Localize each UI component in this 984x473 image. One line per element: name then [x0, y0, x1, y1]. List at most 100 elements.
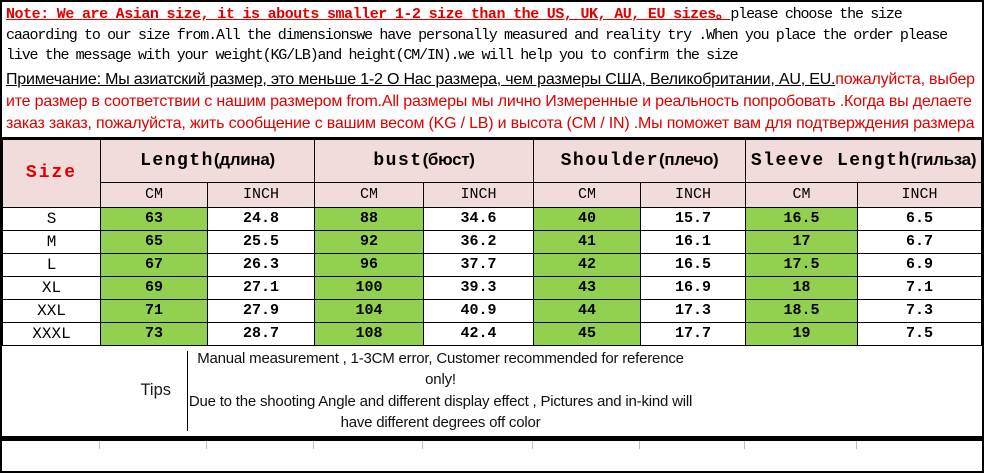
cm-value-cell: 44: [533, 298, 642, 323]
bottom-grid-strip: [2, 440, 982, 449]
size-cell: XXL: [2, 298, 101, 323]
grid-tick: [533, 440, 640, 449]
grid-tick: [745, 440, 857, 449]
inch-value-cell: 25.5: [207, 229, 315, 254]
sleeve-label-ru: (гильза): [910, 150, 977, 169]
length-label-ru: (длина): [213, 150, 275, 169]
shoulder-label-ru: (плечо): [659, 150, 719, 169]
cm-value-cell: 108: [314, 321, 424, 346]
size-cell: XL: [2, 275, 101, 300]
size-table-row: M 65 25.5 92 36.2 41 16.1 17 6.7: [2, 229, 982, 254]
size-table-row: L 67 26.3 96 37.7 42 16.5 17.5 6.9: [2, 252, 982, 277]
length-inch-header: INCH: [207, 181, 315, 208]
size-table-row: XL 69 27.1 100 39.3 43 16.9 18 7.1: [2, 275, 982, 300]
shoulder-label-en: Shoulder: [560, 151, 660, 171]
inch-value-cell: 40.9: [422, 298, 535, 323]
note-russian: Примечание: Мы азиатский размер, это мен…: [6, 69, 978, 135]
cm-value-cell: 96: [314, 252, 424, 277]
cm-value-cell: 100: [314, 275, 424, 300]
inch-value-cell: 34.6: [422, 206, 535, 231]
tips-divider: [187, 350, 188, 431]
inch-value-cell: 6.7: [857, 229, 982, 254]
cm-value-cell: 19: [745, 321, 859, 346]
shoulder-column-header: Shoulder(плечо): [533, 138, 747, 183]
length-cm-header: CM: [100, 181, 208, 208]
bust-inch-header: INCH: [422, 181, 535, 208]
inch-value-cell: 39.3: [422, 275, 535, 300]
bust-label-ru: (бюст): [422, 150, 475, 169]
note-russian-heading: Примечание: Мы азиатский размер, это мен…: [6, 70, 836, 88]
tips-line-1: Manual measurement , 1-3CM error, Custom…: [197, 349, 684, 389]
length-column-header: Length(длина): [100, 138, 315, 183]
tips-row: Tips Manual measurement , 1-3CM error, C…: [2, 345, 982, 436]
inch-value-cell: 15.7: [640, 206, 747, 231]
grid-tick: [640, 440, 745, 449]
size-column-header: Size: [2, 138, 101, 208]
cm-value-cell: 63: [100, 206, 208, 231]
size-cell: XXXL: [2, 321, 101, 346]
inch-value-cell: 16.1: [640, 229, 747, 254]
shoulder-inch-header: INCH: [640, 181, 747, 208]
cm-value-cell: 73: [100, 321, 208, 346]
size-cell: M: [2, 229, 101, 254]
cm-value-cell: 65: [100, 229, 208, 254]
cm-value-cell: 88: [314, 206, 424, 231]
cm-value-cell: 17.5: [745, 252, 859, 277]
table-unit-row: CM INCH CM INCH CM INCH CM INCH: [3, 181, 982, 208]
inch-value-cell: 6.5: [857, 206, 982, 231]
cm-value-cell: 67: [100, 252, 208, 277]
tips-line-2: Due to the shooting Angle and different …: [188, 392, 693, 432]
cm-value-cell: 17: [745, 229, 859, 254]
tips-label: Tips: [140, 381, 171, 399]
size-table-row: S 63 24.8 88 34.6 40 15.7 16.5 6.5: [2, 206, 982, 231]
inch-value-cell: 42.4: [422, 321, 535, 346]
inch-value-cell: 26.3: [207, 252, 315, 277]
table-header-row: Size Length(длина) bust(бюст) Shoulder(п…: [2, 138, 982, 208]
grid-tick: [100, 440, 207, 449]
size-table-box: Size Length(длина) bust(бюст) Shoulder(п…: [2, 136, 982, 441]
inch-value-cell: 36.2: [422, 229, 535, 254]
note-english-highlight: Note: We are Asian size, it is abouts sm…: [6, 6, 731, 23]
inch-value-cell: 7.5: [857, 321, 982, 346]
tips-content: Manual measurement , 1-3CM error, Custom…: [188, 346, 693, 436]
inch-value-cell: 24.8: [207, 206, 315, 231]
inch-value-cell: 16.5: [640, 252, 747, 277]
note-english-body: please choose the size caaording to our …: [6, 6, 948, 64]
size-cell: L: [2, 252, 101, 277]
cm-value-cell: 41: [533, 229, 642, 254]
inch-value-cell: 6.9: [857, 252, 982, 277]
inch-value-cell: 37.7: [422, 252, 535, 277]
note-russian-body: пожалуйста, выберите размер в соответств…: [6, 70, 975, 132]
cm-value-cell: 104: [314, 298, 424, 323]
inch-value-cell: 7.1: [857, 275, 982, 300]
cm-value-cell: 18: [745, 275, 859, 300]
cm-value-cell: 16.5: [745, 206, 859, 231]
sleeve-cm-header: CM: [745, 181, 859, 208]
grid-tick: [423, 440, 533, 449]
cm-value-cell: 43: [533, 275, 642, 300]
bust-column-header: bust(бюст): [313, 138, 535, 183]
size-table-row: XXXL 73 28.7 108 42.4 45 17.7 19 7.5: [2, 321, 982, 346]
grid-tick: [2, 440, 100, 449]
sleeve-inch-header: INCH: [857, 181, 982, 208]
grid-tick: [207, 440, 314, 449]
cm-value-cell: 45: [533, 321, 642, 346]
inch-value-cell: 28.7: [207, 321, 315, 346]
inch-value-cell: 16.9: [640, 275, 747, 300]
sleeve-label-en: Sleeve Length: [750, 151, 911, 171]
bust-label-en: bust: [373, 151, 423, 171]
size-cell: S: [2, 206, 101, 231]
cm-value-cell: 71: [100, 298, 208, 323]
length-label-en: Length: [140, 151, 214, 171]
note-english: Note: We are Asian size, it is abouts sm…: [6, 5, 978, 67]
size-table: Size Length(длина) bust(бюст) Shoulder(п…: [2, 138, 982, 346]
note-section: Note: We are Asian size, it is abouts sm…: [2, 2, 982, 135]
inch-value-cell: 27.1: [207, 275, 315, 300]
inch-value-cell: 17.3: [640, 298, 747, 323]
shoulder-cm-header: CM: [533, 181, 642, 208]
grid-tick: [857, 441, 981, 449]
size-table-body: S 63 24.8 88 34.6 40 15.7 16.5 6.5 M 65 25.5 92 36.2 4…: [2, 206, 982, 346]
size-table-row: XXL 71 27.9 104 40.9 44 17.3 18.5 7.3: [2, 298, 982, 323]
cm-value-cell: 18.5: [745, 298, 859, 323]
